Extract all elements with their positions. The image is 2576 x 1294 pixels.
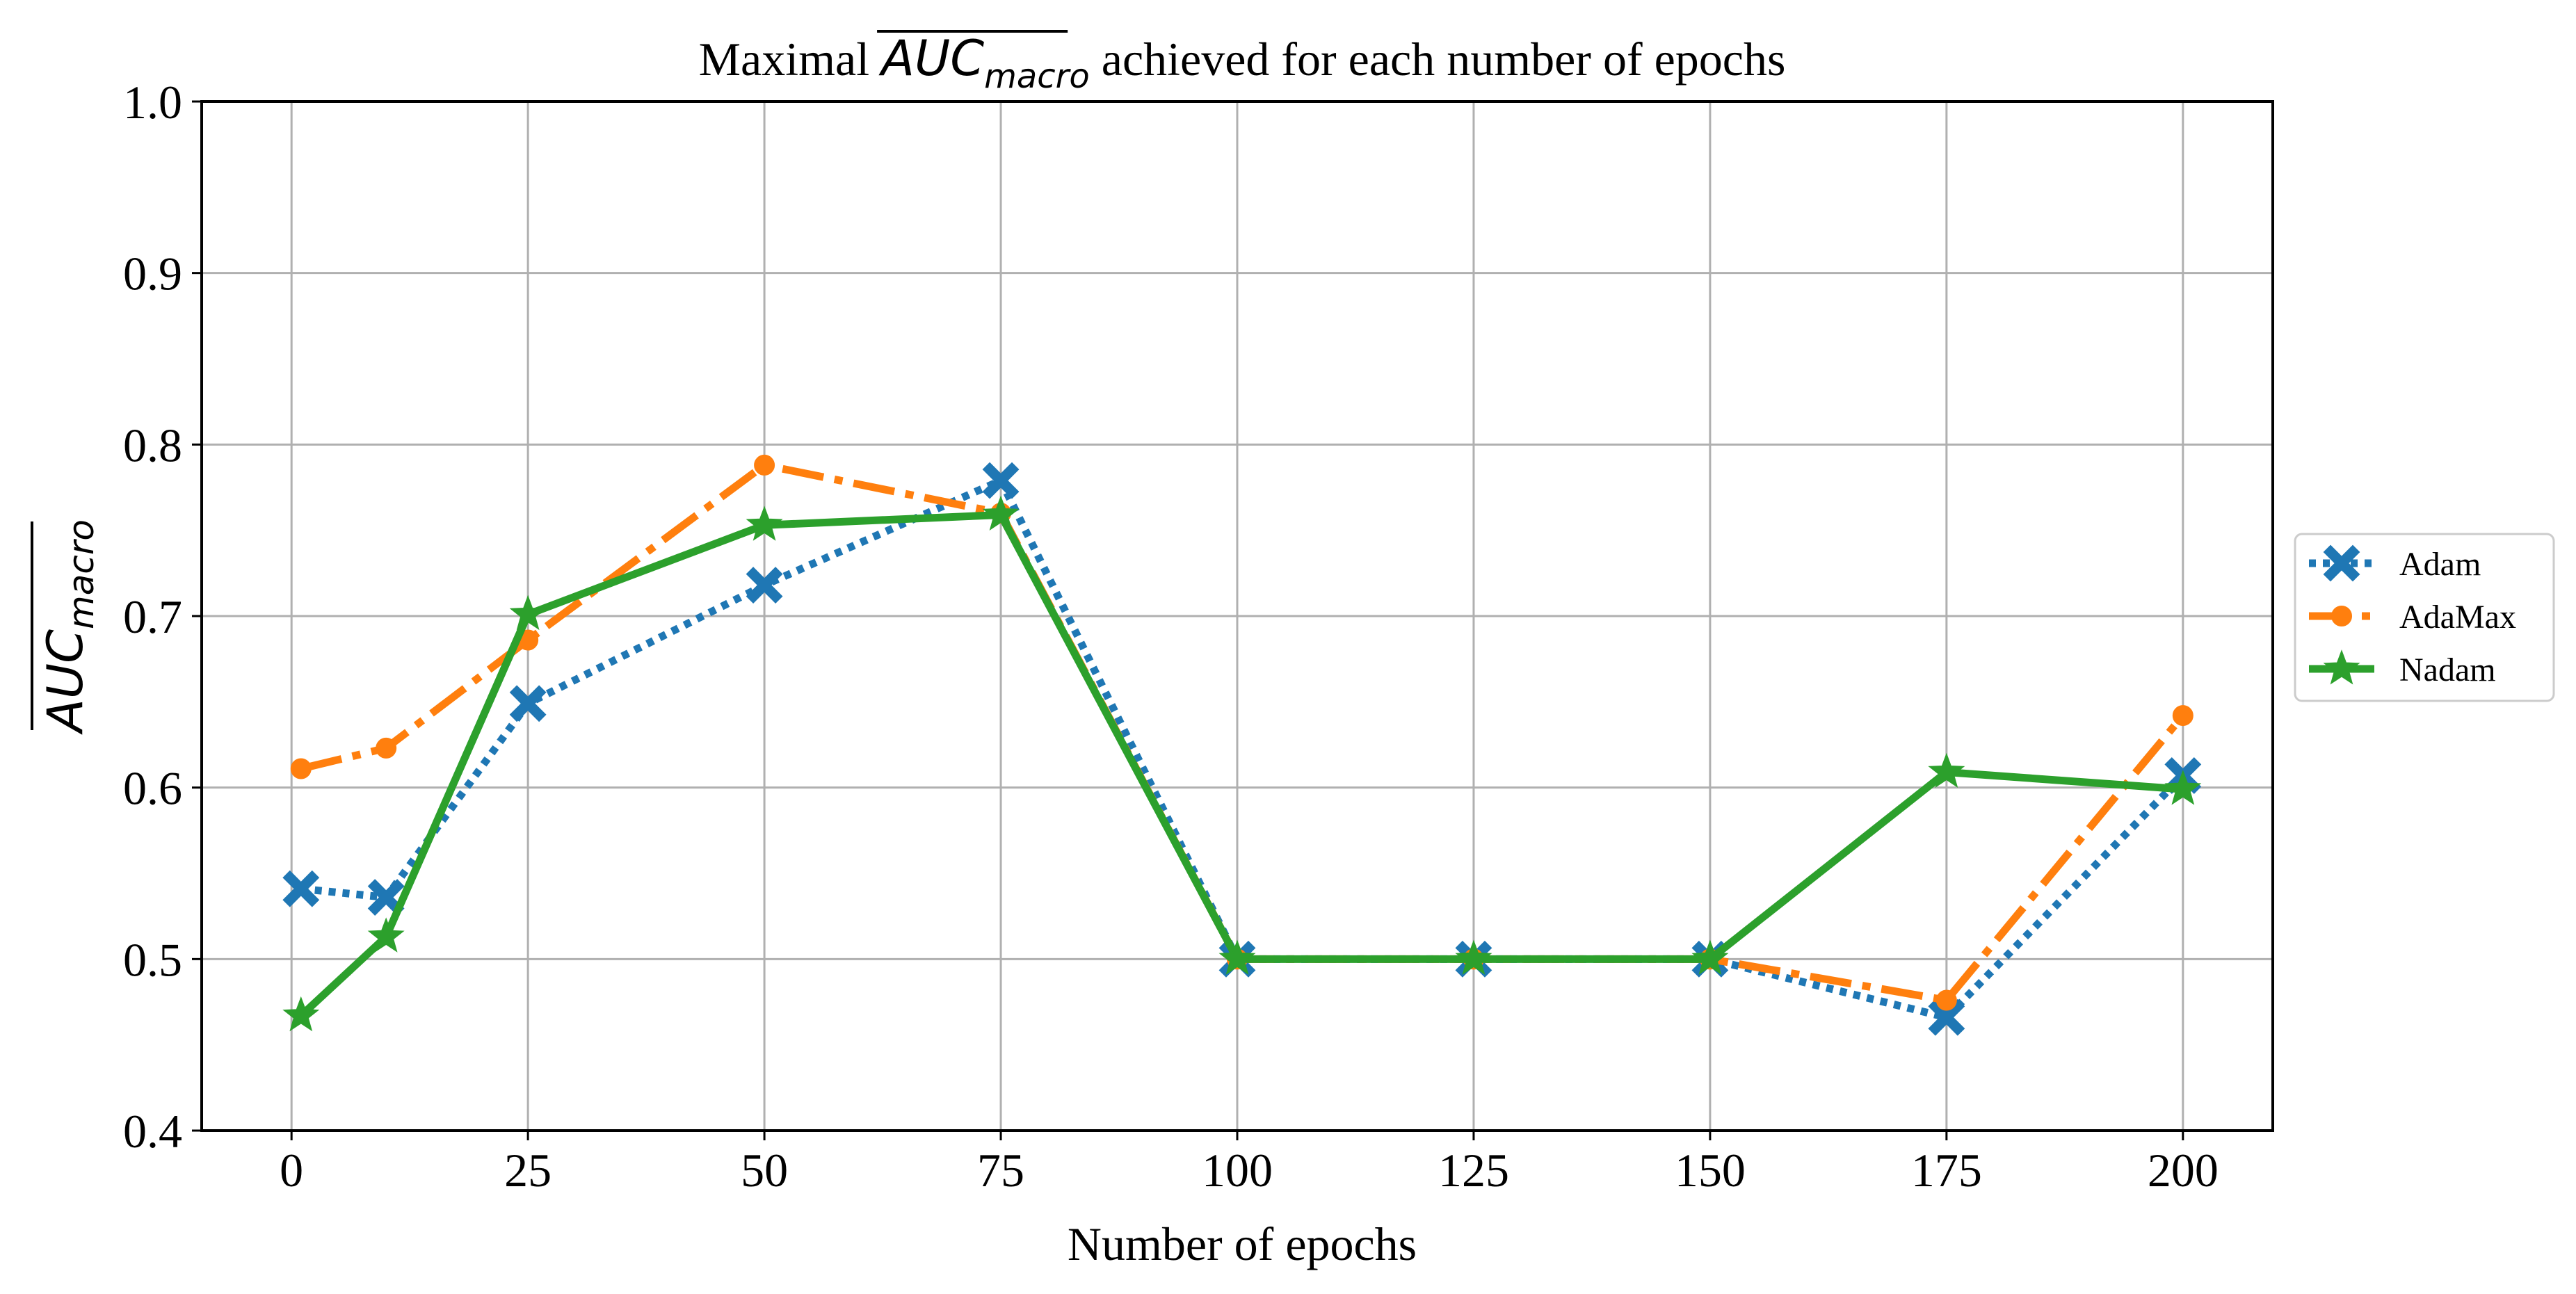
x-tick-label: 75 bbox=[977, 1144, 1024, 1197]
data-point-adam bbox=[282, 870, 320, 907]
legend-item-nadam: Nadam bbox=[2309, 649, 2496, 688]
x-tick-label: 150 bbox=[1675, 1144, 1746, 1197]
chart-title-subscript: macro bbox=[984, 57, 1090, 96]
y-tick-label: 0.5 bbox=[123, 933, 182, 986]
chart-title-metric: AUC bbox=[878, 30, 984, 87]
data-point-adamax bbox=[290, 758, 312, 779]
data-point-adamax bbox=[754, 454, 775, 476]
data-point-nadam bbox=[1691, 939, 1729, 975]
y-tick-label: 0.6 bbox=[123, 762, 182, 815]
x-tick-label: 0 bbox=[280, 1144, 303, 1197]
y-tick-label: 0.7 bbox=[123, 590, 182, 643]
data-point-nadam bbox=[2164, 770, 2202, 805]
series-layer bbox=[282, 454, 2202, 1036]
data-point-nadam bbox=[367, 917, 405, 953]
series-nadam bbox=[282, 495, 2202, 1032]
chart-title-prefix: Maximal bbox=[699, 33, 882, 86]
data-point-nadam bbox=[1928, 752, 1965, 788]
data-point-nadam bbox=[509, 595, 547, 631]
data-point-nadam bbox=[982, 495, 1020, 531]
data-point-adamax bbox=[376, 737, 397, 759]
legend-label-adamax: AdaMax bbox=[2399, 599, 2516, 636]
y-tick-label: 0.8 bbox=[123, 419, 182, 471]
x-tick-label: 25 bbox=[504, 1144, 552, 1197]
data-point-adam bbox=[1928, 998, 1965, 1036]
data-point-nadam bbox=[282, 996, 320, 1032]
data-point-adamax bbox=[1935, 989, 1957, 1011]
y-tick-label: 1.0 bbox=[123, 76, 182, 129]
x-tick-label: 200 bbox=[2148, 1144, 2219, 1197]
axis-ticks: 0 25 50 75 100 125 150 175 200 0.4 0.5 0.6 0.7 0.8 0.9… bbox=[123, 76, 2219, 1197]
legend-label-adam: Adam bbox=[2399, 546, 2481, 583]
y-tick-label: 0.9 bbox=[123, 248, 182, 300]
data-point-adamax bbox=[2172, 705, 2193, 727]
y-axis-label-metric: AUC bbox=[37, 629, 94, 735]
y-axis-label: AUCmacro bbox=[37, 519, 102, 735]
x-tick-label: 100 bbox=[1202, 1144, 1273, 1197]
x-axis-label: Number of epochs bbox=[1068, 1218, 1417, 1270]
x-tick-label: 125 bbox=[1438, 1144, 1509, 1197]
data-point-adam bbox=[746, 567, 783, 604]
data-point-adam bbox=[982, 462, 1020, 499]
legend-item-adamax: AdaMax bbox=[2309, 599, 2516, 636]
legend-marker-nadam bbox=[2323, 649, 2360, 685]
legend-items: Adam AdaMax Nadam bbox=[2309, 544, 2516, 688]
legend-label-nadam: Nadam bbox=[2399, 652, 2496, 688]
data-point-nadam bbox=[746, 506, 783, 541]
y-axis-label-subscript: macro bbox=[61, 519, 102, 629]
x-tick-label: 175 bbox=[1911, 1144, 1982, 1197]
chart-title-suffix: achieved for each number of epochs bbox=[1090, 33, 1786, 86]
legend-box bbox=[2294, 533, 2555, 702]
legend-marker-adamax bbox=[2331, 606, 2352, 626]
legend-item-adam: Adam bbox=[2309, 544, 2481, 583]
series-line-nadam bbox=[298, 510, 2184, 1019]
data-point-adam bbox=[509, 685, 547, 722]
x-tick-label: 50 bbox=[741, 1144, 788, 1197]
y-tick-label: 0.4 bbox=[123, 1105, 182, 1158]
legend-marker-adam bbox=[2323, 544, 2360, 582]
legend: Adam AdaMax Nadam bbox=[2294, 533, 2555, 702]
data-point-nadam bbox=[1455, 939, 1492, 975]
data-point-nadam bbox=[1218, 939, 1256, 975]
series-line-adam bbox=[300, 476, 2186, 1021]
chart-title: Maximal AUCmacro achieved for each numbe… bbox=[699, 30, 1786, 96]
